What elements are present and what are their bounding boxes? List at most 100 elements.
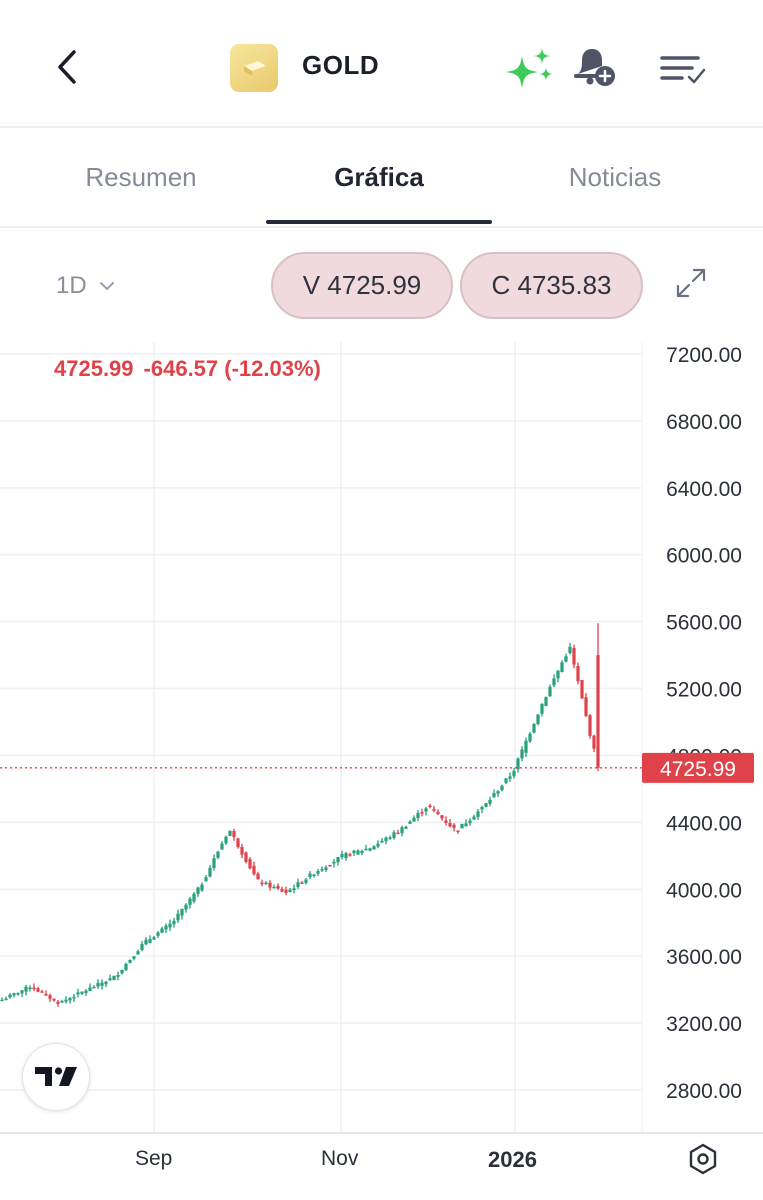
candle-body	[44, 994, 48, 996]
candle-body	[460, 823, 464, 829]
candle-body	[432, 809, 436, 811]
candle-body	[440, 815, 444, 819]
interval-label: 1D	[56, 272, 87, 299]
candle-body	[548, 686, 552, 697]
candle-body	[324, 867, 328, 871]
candle-body	[68, 997, 72, 1001]
watchlist-button[interactable]	[656, 50, 712, 88]
x-tick-label: 2026	[488, 1147, 537, 1172]
candle-body	[596, 655, 600, 768]
chart-svg[interactable]: 7200.00 6800.00 6400.00 6000.00 5600.00 5200.…	[0, 342, 763, 1132]
candle-body	[72, 997, 76, 999]
candle-body	[272, 886, 276, 889]
candle-body	[308, 873, 312, 878]
price-chart[interactable]: 7200.00 6800.00 6400.00 6000.00 5600.00 5200.…	[0, 342, 763, 1132]
candle-body	[296, 882, 300, 888]
candle-body	[244, 852, 248, 863]
candle-body	[476, 811, 480, 818]
candle-body	[256, 873, 260, 880]
candle-body	[36, 988, 40, 992]
candle-body	[328, 865, 332, 867]
buy-button[interactable]: C 4735.83	[460, 252, 643, 319]
candle-body	[236, 838, 240, 848]
candle-body	[280, 889, 284, 892]
chart-settings-button[interactable]	[686, 1142, 720, 1176]
candle-body	[128, 959, 132, 963]
candle-body	[132, 956, 136, 959]
candle-body	[88, 987, 92, 991]
x-tick-label: Nov	[321, 1147, 359, 1170]
candle-body	[276, 885, 280, 889]
candle-body	[448, 822, 452, 827]
active-tab-indicator	[266, 220, 492, 224]
candle-body	[268, 882, 272, 888]
candle-body	[136, 951, 140, 955]
fullscreen-button[interactable]	[674, 266, 708, 300]
candle-body	[32, 987, 36, 990]
bell-add-icon	[574, 49, 615, 86]
candle-body	[404, 826, 408, 829]
candle-body	[204, 877, 208, 882]
candle-body	[524, 740, 528, 753]
candle-body	[424, 808, 428, 812]
tab-bar: Resumen Gráfica Noticias	[0, 128, 763, 228]
candle-body	[120, 969, 124, 974]
candle-body	[208, 867, 212, 877]
candle-body	[12, 993, 16, 996]
candle-body	[472, 816, 476, 820]
candle-body	[148, 939, 152, 943]
interval-selector[interactable]: 1D	[56, 272, 115, 300]
current-price-text: 4725.99	[54, 356, 134, 381]
candle-body	[544, 697, 548, 706]
candle-body	[264, 882, 268, 885]
candle-body	[336, 856, 340, 863]
candle-body	[456, 830, 460, 832]
candle-body	[212, 858, 216, 869]
candle-body	[292, 888, 296, 891]
candle-body	[504, 778, 508, 783]
candle-body	[152, 937, 156, 940]
candle-body	[16, 993, 20, 995]
sell-button[interactable]: V 4725.99	[271, 252, 453, 319]
y-tick-label: 6400.00	[666, 478, 742, 501]
tab-resumen[interactable]: Resumen	[85, 162, 197, 192]
candle-body	[384, 837, 388, 842]
candle-body	[436, 811, 440, 815]
add-alert-button[interactable]	[572, 44, 622, 90]
candle-body	[60, 1001, 64, 1003]
back-button[interactable]	[44, 40, 92, 94]
candle-body	[400, 827, 404, 834]
tab-grafica[interactable]: Gráfica	[334, 162, 424, 192]
app-header: GOLD	[0, 0, 763, 128]
candle-body	[124, 963, 128, 971]
candle-body	[464, 823, 468, 827]
candle-body	[76, 992, 80, 995]
price-change-readout: 4725.99 -646.57 (-12.03%)	[54, 356, 331, 382]
tab-noticias[interactable]: Noticias	[568, 162, 662, 192]
candle-body	[112, 975, 116, 981]
y-tick-label: 3200.00	[666, 1013, 742, 1036]
y-tick-label: 6800.00	[666, 411, 742, 434]
candle-body	[540, 703, 544, 714]
candle-body	[260, 882, 264, 885]
candle-body	[316, 871, 320, 874]
candle-body	[580, 680, 584, 699]
candle-body	[220, 843, 224, 850]
candle-body	[80, 991, 84, 994]
candle-body	[480, 806, 484, 810]
candle-body	[104, 981, 108, 985]
candle-body	[520, 749, 524, 759]
ai-sparkle-button[interactable]	[502, 44, 556, 94]
candle-body	[556, 670, 560, 679]
candle-body	[508, 776, 512, 779]
tradingview-logo[interactable]	[22, 1043, 90, 1111]
y-tick-label: 3600.00	[666, 946, 742, 969]
candle-body	[484, 803, 488, 807]
candle-body	[584, 697, 588, 716]
y-tick-label: 5600.00	[666, 612, 742, 635]
candle-body	[408, 821, 412, 824]
candle-body	[252, 865, 256, 875]
tradingview-icon	[35, 1067, 77, 1086]
chart-toolbar: 1D V 4725.99 C 4735.83	[0, 230, 763, 342]
x-axis	[0, 1132, 763, 1200]
